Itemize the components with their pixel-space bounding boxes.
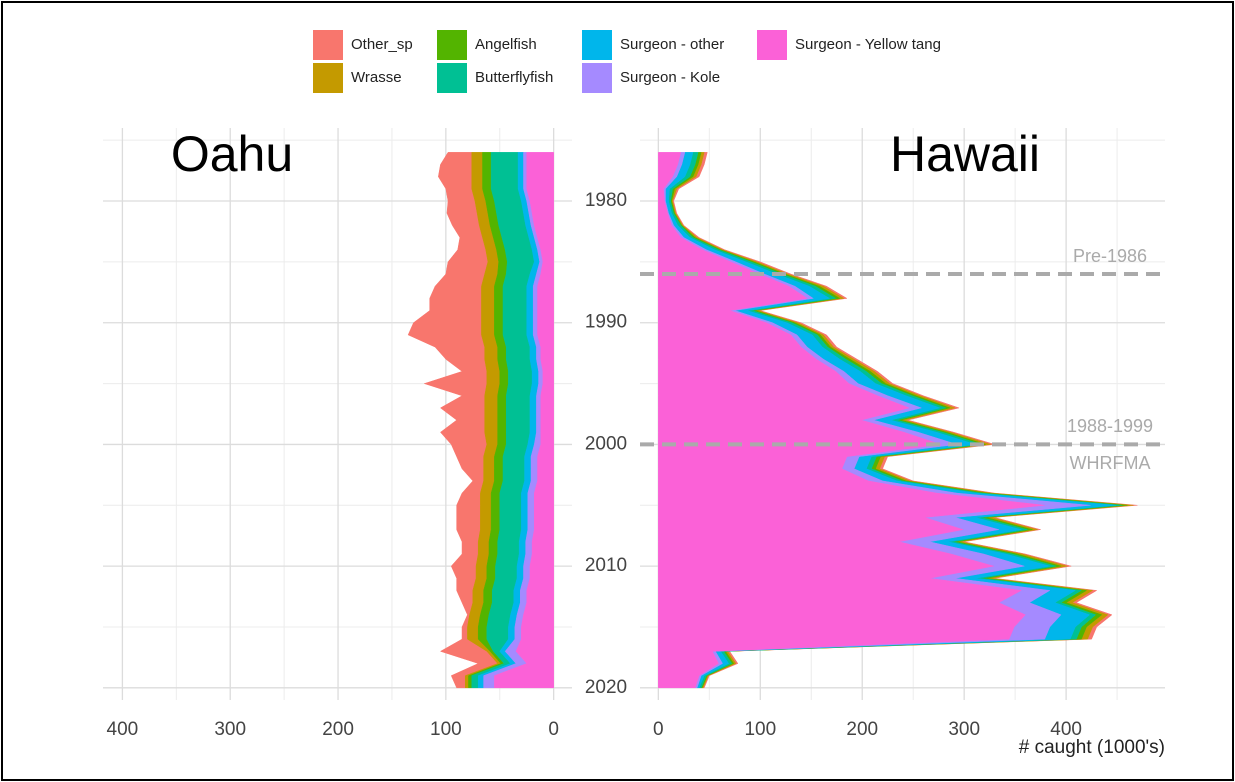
x-tick-label: 300 xyxy=(948,719,980,740)
area xyxy=(658,152,1045,689)
legend-label: Surgeon - other xyxy=(620,36,724,53)
x-tick-label: 400 xyxy=(107,719,139,740)
annotation: WHRFMA xyxy=(1070,453,1151,473)
panel xyxy=(103,128,572,700)
legend-label: Butterflyfish xyxy=(475,69,553,86)
area xyxy=(494,152,554,689)
annotation: Pre-1986 xyxy=(1073,246,1147,266)
x-axis-title: # caught (1000's) xyxy=(1019,737,1165,758)
legend-swatch xyxy=(582,63,612,93)
x-tick-label: 300 xyxy=(214,719,246,740)
x-tick-label: 400 xyxy=(1050,719,1082,740)
x-tick-label: 100 xyxy=(430,719,462,740)
legend-swatch xyxy=(313,30,343,60)
y-tick-label: 1990 xyxy=(585,312,627,333)
x-tick-label: 100 xyxy=(744,719,776,740)
annotation: 1988-1999 xyxy=(1067,416,1153,436)
x-tick-label: 0 xyxy=(653,719,664,740)
legend-swatch xyxy=(757,30,787,60)
y-tick-label: 2010 xyxy=(585,555,627,576)
panel-title: Oahu xyxy=(171,126,293,182)
y-tick-label: 1980 xyxy=(585,190,627,211)
legend-swatch xyxy=(437,30,467,60)
y-tick-label: 2000 xyxy=(585,433,627,454)
x-tick-label: 200 xyxy=(322,719,354,740)
legend-swatch xyxy=(313,63,343,93)
legend-label: Wrasse xyxy=(351,69,402,86)
x-tick-label: 200 xyxy=(846,719,878,740)
legend-label: Surgeon - Kole xyxy=(620,69,720,86)
panel xyxy=(640,128,1165,700)
legend-label: Other_sp xyxy=(351,36,413,53)
y-tick-label: 2020 xyxy=(585,677,627,698)
panel-title: Hawaii xyxy=(890,126,1040,182)
legend-label: Surgeon - Yellow tang xyxy=(795,36,941,53)
legend-label: Angelfish xyxy=(475,36,537,53)
x-tick-label: 0 xyxy=(548,719,559,740)
legend-swatch xyxy=(582,30,612,60)
legend-swatch xyxy=(437,63,467,93)
